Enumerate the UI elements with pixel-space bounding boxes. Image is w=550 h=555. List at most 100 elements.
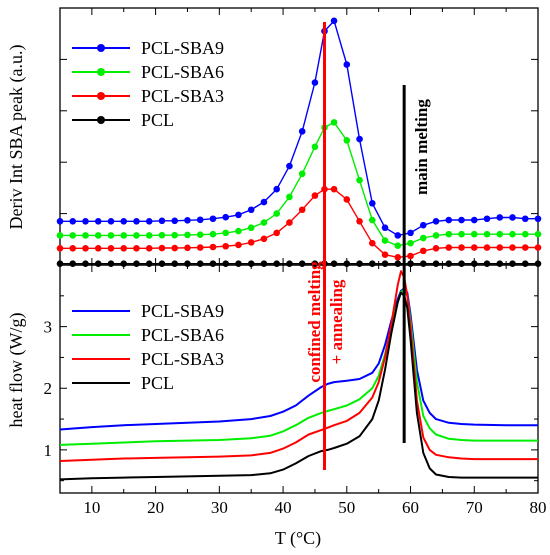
data-point-pcl-sba9	[120, 218, 128, 225]
legend-marker	[97, 92, 105, 100]
top-panel-frame	[59, 7, 539, 266]
data-point-pcl-sba6	[235, 227, 242, 235]
legend-label: PCL-SBA9	[141, 38, 224, 58]
axis-ticks: 10 20 30 40 50 60 70 80 1 2 3	[44, 8, 547, 517]
legends: PCL-SBA9 PCL-SBA6 PCL-SBA3 PCL PCL-SBA9 PCL-S…	[72, 38, 224, 393]
top-y-axis-title: Deriv Int SBA peak (a.u.)	[6, 45, 27, 230]
data-point-pcl-sba9	[145, 218, 153, 225]
data-point-pcl-sba9	[133, 218, 140, 225]
data-point-pcl-sba3	[298, 206, 306, 214]
x-tick-label: 20	[147, 498, 164, 517]
legend-label: PCL	[141, 373, 174, 393]
data-point-pcl-sba6	[368, 216, 376, 224]
data-point-pcl-sba6	[534, 230, 542, 238]
data-point-pcl-sba9	[381, 224, 389, 232]
data-point-pcl-sba6	[381, 237, 389, 244]
data-point-pcl	[158, 260, 166, 268]
data-point-pcl-sba6	[343, 137, 351, 144]
x-axis-title: T (°C)	[275, 528, 321, 549]
data-point-pcl-sba3	[82, 244, 89, 252]
data-point-pcl-sba6	[458, 230, 465, 238]
data-point-pcl	[343, 260, 351, 268]
data-point-pcl-sba3	[286, 219, 293, 226]
data-point-pcl	[534, 260, 542, 268]
data-point-pcl-sba3	[235, 241, 242, 249]
annealing-annotation: + annealing	[327, 279, 346, 364]
data-point-pcl-sba3	[133, 244, 140, 252]
x-tick-label: 40	[275, 498, 292, 517]
data-point-pcl-sba9	[260, 198, 268, 206]
data-point-pcl-sba3	[273, 229, 280, 237]
top-panel-series	[56, 17, 542, 268]
data-point-pcl-sba9	[343, 61, 351, 68]
data-point-pcl-sba6	[133, 232, 140, 239]
data-point-pcl-sba9	[94, 218, 102, 225]
x-tick-label: 30	[211, 498, 228, 517]
data-point-pcl-sba6	[107, 232, 115, 239]
data-point-pcl-sba9	[158, 217, 166, 225]
data-point-pcl-sba6	[247, 224, 255, 232]
series-line-pcl-sba9	[59, 287, 538, 431]
data-point-pcl-sba9	[222, 213, 230, 221]
data-point-pcl-sba3	[107, 244, 115, 252]
data-point-pcl-sba9	[521, 215, 529, 223]
series-line-pcl-sba9	[60, 20, 538, 237]
data-point-pcl-sba3	[69, 244, 77, 252]
data-point-pcl-sba9	[470, 216, 478, 224]
data-point-pcl-sba3	[145, 244, 153, 252]
data-point-pcl-sba6	[356, 176, 363, 184]
data-point-pcl	[171, 260, 179, 268]
data-point-pcl	[286, 260, 293, 268]
data-point-pcl-sba3	[209, 243, 217, 251]
data-point-pcl	[419, 260, 427, 268]
data-point-pcl-sba6	[286, 193, 293, 201]
data-point-pcl-sba3	[120, 244, 128, 252]
data-point-pcl-sba9	[483, 215, 491, 223]
vertical-marker-lines	[322, 22, 406, 470]
data-point-pcl-sba3	[432, 244, 440, 252]
data-point-pcl-sba9	[356, 135, 363, 143]
legend-marker	[97, 68, 105, 76]
data-point-pcl-sba3	[445, 244, 453, 251]
data-point-pcl-sba6	[330, 119, 338, 126]
data-point-pcl-sba3	[260, 235, 268, 243]
data-point-pcl	[368, 260, 376, 268]
data-point-pcl-sba3	[458, 244, 465, 251]
data-point-pcl-sba6	[521, 230, 529, 238]
data-point-pcl-sba6	[171, 231, 179, 239]
data-point-pcl-sba3	[247, 239, 255, 246]
data-point-pcl-sba6	[184, 231, 191, 239]
legend-label: PCL	[141, 110, 174, 130]
data-point-pcl	[196, 260, 204, 268]
data-point-pcl-sba9	[368, 200, 376, 207]
series-line-pcl	[59, 291, 538, 481]
legend-marker	[97, 116, 105, 124]
data-point-pcl-sba9	[534, 215, 542, 223]
data-point-pcl-sba3	[509, 244, 516, 251]
data-point-pcl	[247, 260, 255, 268]
x-tick-label: 10	[83, 498, 100, 517]
legend-label: PCL-SBA3	[141, 86, 224, 106]
data-point-pcl-sba9	[209, 215, 217, 223]
data-point-pcl-sba6	[82, 232, 89, 239]
data-point-pcl-sba6	[394, 242, 402, 250]
data-point-pcl-sba6	[222, 229, 230, 237]
data-point-pcl	[521, 260, 529, 268]
data-point-pcl	[458, 260, 465, 268]
data-point-pcl-sba9	[56, 218, 64, 225]
legend-label: PCL-SBA9	[141, 301, 224, 321]
data-point-pcl-sba3	[496, 244, 504, 251]
data-point-pcl-sba3	[330, 185, 338, 193]
data-point-pcl-sba6	[419, 234, 427, 242]
data-point-pcl-sba6	[69, 232, 77, 239]
data-point-pcl-sba9	[273, 185, 280, 193]
data-point-pcl-sba6	[470, 230, 478, 238]
data-point-pcl	[298, 260, 306, 268]
data-point-pcl-sba3	[394, 253, 402, 261]
data-point-pcl	[356, 260, 363, 268]
data-point-pcl	[235, 260, 242, 268]
data-point-pcl-sba3	[483, 244, 491, 251]
x-tick-label: 50	[338, 498, 355, 517]
data-point-pcl-sba9	[107, 218, 115, 225]
